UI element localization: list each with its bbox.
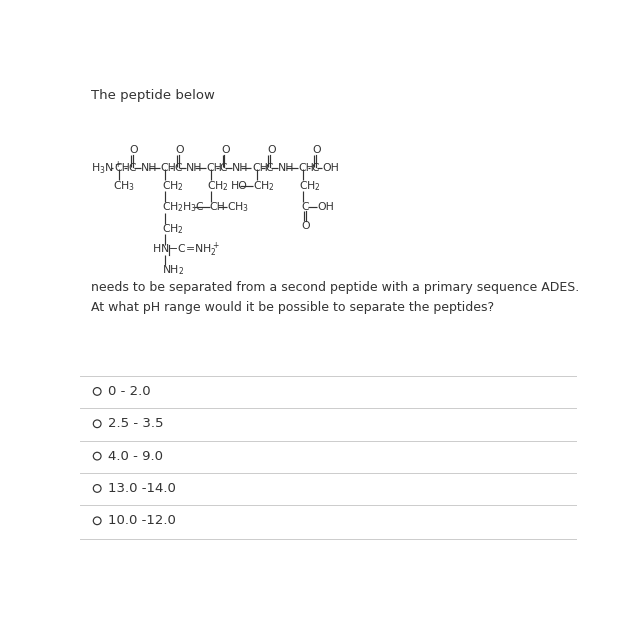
Text: NH$_2$: NH$_2$ xyxy=(162,263,183,277)
Text: 0 - 2.0: 0 - 2.0 xyxy=(108,385,151,398)
Text: CH$_2$: CH$_2$ xyxy=(253,179,275,193)
Text: C: C xyxy=(311,163,319,173)
Text: CH$_2$: CH$_2$ xyxy=(299,179,321,193)
Text: 4.0 - 9.0: 4.0 - 9.0 xyxy=(108,450,163,462)
Text: CH: CH xyxy=(114,163,130,173)
Text: 10.0 -12.0: 10.0 -12.0 xyxy=(108,515,176,527)
Text: O: O xyxy=(221,146,230,155)
Text: At what pH range would it be possible to separate the peptides?: At what pH range would it be possible to… xyxy=(91,301,494,314)
Text: HO: HO xyxy=(231,181,248,191)
Text: CH: CH xyxy=(161,163,177,173)
Text: HN$-$C$\!=\!$NH$_2^+$: HN$-$C$\!=\!$NH$_2^+$ xyxy=(152,241,220,259)
Text: O: O xyxy=(313,146,321,155)
Text: 13.0 -14.0: 13.0 -14.0 xyxy=(108,482,176,495)
Text: 2.5 - 3.5: 2.5 - 3.5 xyxy=(108,417,163,430)
Text: H$_3$N$^+$: H$_3$N$^+$ xyxy=(91,160,122,176)
Text: C: C xyxy=(220,163,228,173)
Text: CH$_2$: CH$_2$ xyxy=(162,179,183,193)
Text: NH: NH xyxy=(140,163,157,173)
Text: C: C xyxy=(128,163,136,173)
Text: H$_3$C: H$_3$C xyxy=(181,200,204,214)
Text: CH$_2$: CH$_2$ xyxy=(162,200,183,214)
Text: NH: NH xyxy=(187,163,203,173)
Text: C: C xyxy=(265,163,273,173)
Text: CH$_3$: CH$_3$ xyxy=(228,200,249,214)
Text: O: O xyxy=(129,146,138,155)
Text: CH: CH xyxy=(206,163,222,173)
Text: NH: NH xyxy=(278,163,294,173)
Text: C: C xyxy=(302,202,310,213)
Text: O: O xyxy=(302,221,310,231)
Text: CH: CH xyxy=(252,163,268,173)
Text: The peptide below: The peptide below xyxy=(91,89,215,102)
Text: CH$_2$: CH$_2$ xyxy=(162,222,183,236)
Text: NH: NH xyxy=(232,163,249,173)
Text: CH: CH xyxy=(299,163,315,173)
Text: CH$_3$: CH$_3$ xyxy=(113,179,136,193)
Text: CH$_2$: CH$_2$ xyxy=(207,179,229,193)
Text: C: C xyxy=(174,163,181,173)
Text: OH: OH xyxy=(317,202,334,213)
Text: OH: OH xyxy=(322,163,339,173)
Text: needs to be separated from a second peptide with a primary sequence ADES.: needs to be separated from a second pept… xyxy=(91,281,579,294)
Text: O: O xyxy=(267,146,276,155)
Text: CH: CH xyxy=(210,202,226,213)
Text: O: O xyxy=(176,146,184,155)
